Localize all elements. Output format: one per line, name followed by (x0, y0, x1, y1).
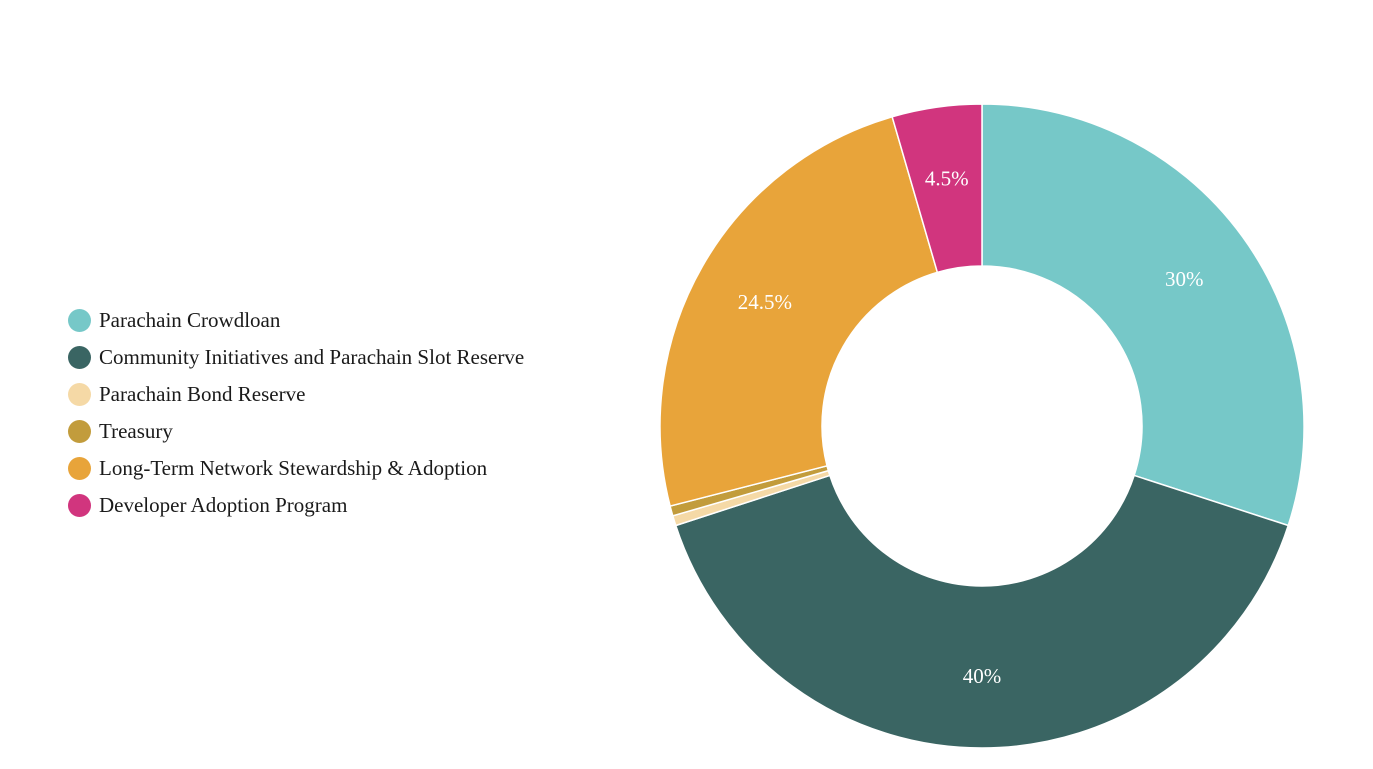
legend-swatch (68, 309, 91, 332)
donut-slice[interactable] (659, 115, 939, 507)
slice-label: 40% (963, 664, 1002, 688)
slice-label: 30% (1165, 267, 1204, 291)
legend-label: Parachain Crowdloan (99, 308, 281, 332)
legend-label: Community Initiatives and Parachain Slot… (99, 345, 525, 369)
legend-swatch (68, 383, 91, 406)
donut-slice[interactable] (891, 103, 983, 274)
legend-item[interactable]: Treasury (68, 417, 538, 446)
legend-item[interactable]: Developer Adoption Program (68, 491, 538, 520)
legend-label: Developer Adoption Program (99, 493, 348, 517)
legend-swatch (68, 346, 91, 369)
legend-item[interactable]: Long-Term Network Stewardship & Adoption (68, 454, 538, 483)
donut-slice[interactable] (674, 474, 1290, 749)
donut-slices (659, 103, 1305, 749)
legend-label: Treasury (99, 419, 173, 443)
legend-item[interactable]: Parachain Bond Reserve (68, 380, 538, 409)
legend-swatch (68, 420, 91, 443)
slice-label: 24.5% (738, 290, 792, 314)
legend-swatch (68, 494, 91, 517)
donut-slice-labels: 30% 40% 24.5% 4.5% (738, 166, 1204, 688)
chart-legend: Parachain Crowdloan Community Initiative… (68, 306, 538, 528)
legend-item[interactable]: Community Initiatives and Parachain Slot… (68, 343, 538, 372)
legend-item[interactable]: Parachain Crowdloan (68, 306, 538, 335)
donut-slice[interactable] (981, 103, 1305, 527)
legend-label: Long-Term Network Stewardship & Adoption (99, 456, 488, 480)
slice-label: 4.5% (925, 166, 969, 190)
legend-label: Parachain Bond Reserve (99, 382, 306, 406)
legend-swatch (68, 457, 91, 480)
